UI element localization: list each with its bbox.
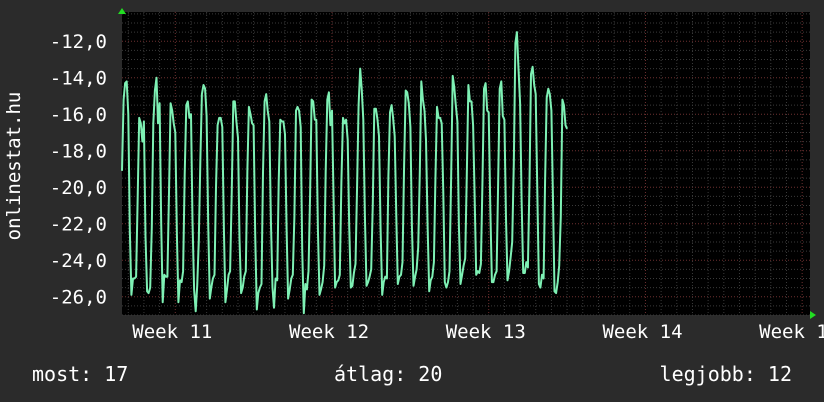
y-tick-label: -14,0 <box>50 68 107 90</box>
best-value-label: legjobb: 12 <box>659 362 792 386</box>
y-tick-label: -12,0 <box>50 31 107 53</box>
average-value-label: átlag: 20 <box>334 362 443 386</box>
chart: -12,0 -14,0 -16,0 -18,0 -20,0 -22,0 -24,0 -26,0… <box>3 8 824 343</box>
x-axis: Week 11 Week 12 Week 13 Week 14 Week 15 <box>132 321 824 343</box>
y-tick-label: -22,0 <box>50 214 107 236</box>
x-tick-label: Week 15 <box>759 321 824 343</box>
x-tick-label: Week 14 <box>602 321 682 343</box>
series-line-1 <box>121 31 569 315</box>
y-tick-label: -26,0 <box>50 287 107 309</box>
current-value-label: most: 17 <box>32 362 129 386</box>
y-tick-label: -18,0 <box>50 141 107 163</box>
y-tick-label: -20,0 <box>50 177 107 199</box>
grid <box>122 12 810 316</box>
y-axis-arrow <box>118 8 126 14</box>
y-axis: -12,0 -14,0 -16,0 -18,0 -20,0 -22,0 -24,0 -26,0 <box>50 31 107 309</box>
x-axis-arrow <box>810 311 816 319</box>
x-tick-label: Week 13 <box>446 321 526 343</box>
y-tick-label: -24,0 <box>50 250 107 272</box>
x-tick-label: Week 12 <box>289 321 369 343</box>
x-tick-label: Week 11 <box>132 321 212 343</box>
series-layer <box>121 31 569 315</box>
y-tick-label: -16,0 <box>50 104 107 126</box>
y-axis-label: onlinestat.hu <box>3 92 25 241</box>
